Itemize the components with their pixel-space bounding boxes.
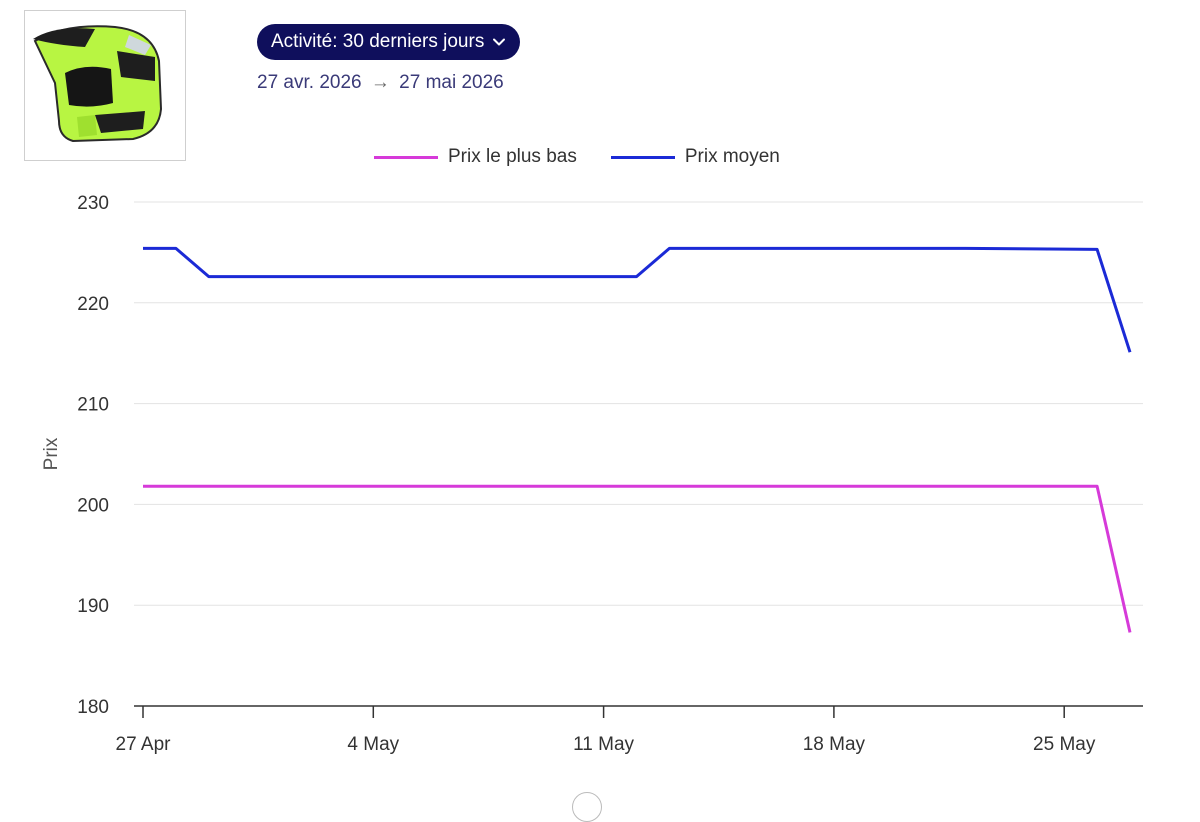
product-thumbnail[interactable] [24, 10, 186, 161]
chart-legend: Prix le plus bas Prix moyen [374, 146, 780, 168]
legend-item-average-price[interactable]: Prix moyen [610, 146, 780, 168]
x-tick-label: 25 May [1033, 734, 1096, 755]
date-range: 27 avr. 2026 → 27 mai 2026 [257, 72, 504, 94]
series-line-average-price [143, 246, 1132, 353]
y-tick-label: 180 [77, 697, 109, 718]
x-tick-label: 4 May [347, 734, 399, 755]
y-tick-label: 230 [77, 193, 109, 214]
activity-period-dropdown[interactable]: Activité: 30 derniers jours [257, 24, 521, 60]
date-range-end: 27 mai 2026 [399, 72, 504, 93]
y-axis-label: Prix [41, 437, 62, 470]
x-tick-label: 11 May [573, 734, 634, 755]
price-line-chart: 180 190 200 210 220 230 27 Apr 4 May 11 May 18 Ma… [41, 193, 1143, 755]
activity-period-label: Activité: 30 derniers jours [271, 31, 485, 52]
y-tick-label: 190 [77, 596, 109, 617]
y-tick-label: 210 [77, 395, 109, 416]
y-tick-label: 200 [77, 495, 109, 516]
legend-label-average-price: Prix moyen [684, 146, 780, 167]
y-tick-label: 220 [77, 294, 109, 315]
series-line-lowest-price [143, 484, 1132, 633]
date-range-arrow: → [370, 72, 390, 93]
date-range-start: 27 avr. 2026 [257, 72, 362, 93]
legend-item-lowest-price[interactable]: Prix le plus bas [374, 146, 577, 168]
motocross-helmet-icon [33, 25, 163, 143]
x-tick-label: 18 May [803, 734, 866, 755]
x-tick-label: 27 Apr [116, 734, 172, 755]
scroll-handle[interactable] [572, 792, 602, 822]
legend-label-lowest-price: Prix le plus bas [448, 146, 577, 167]
legend-swatch-lowest-price [374, 155, 438, 159]
chevron-down-icon [493, 38, 506, 46]
legend-swatch-average-price [610, 155, 675, 159]
